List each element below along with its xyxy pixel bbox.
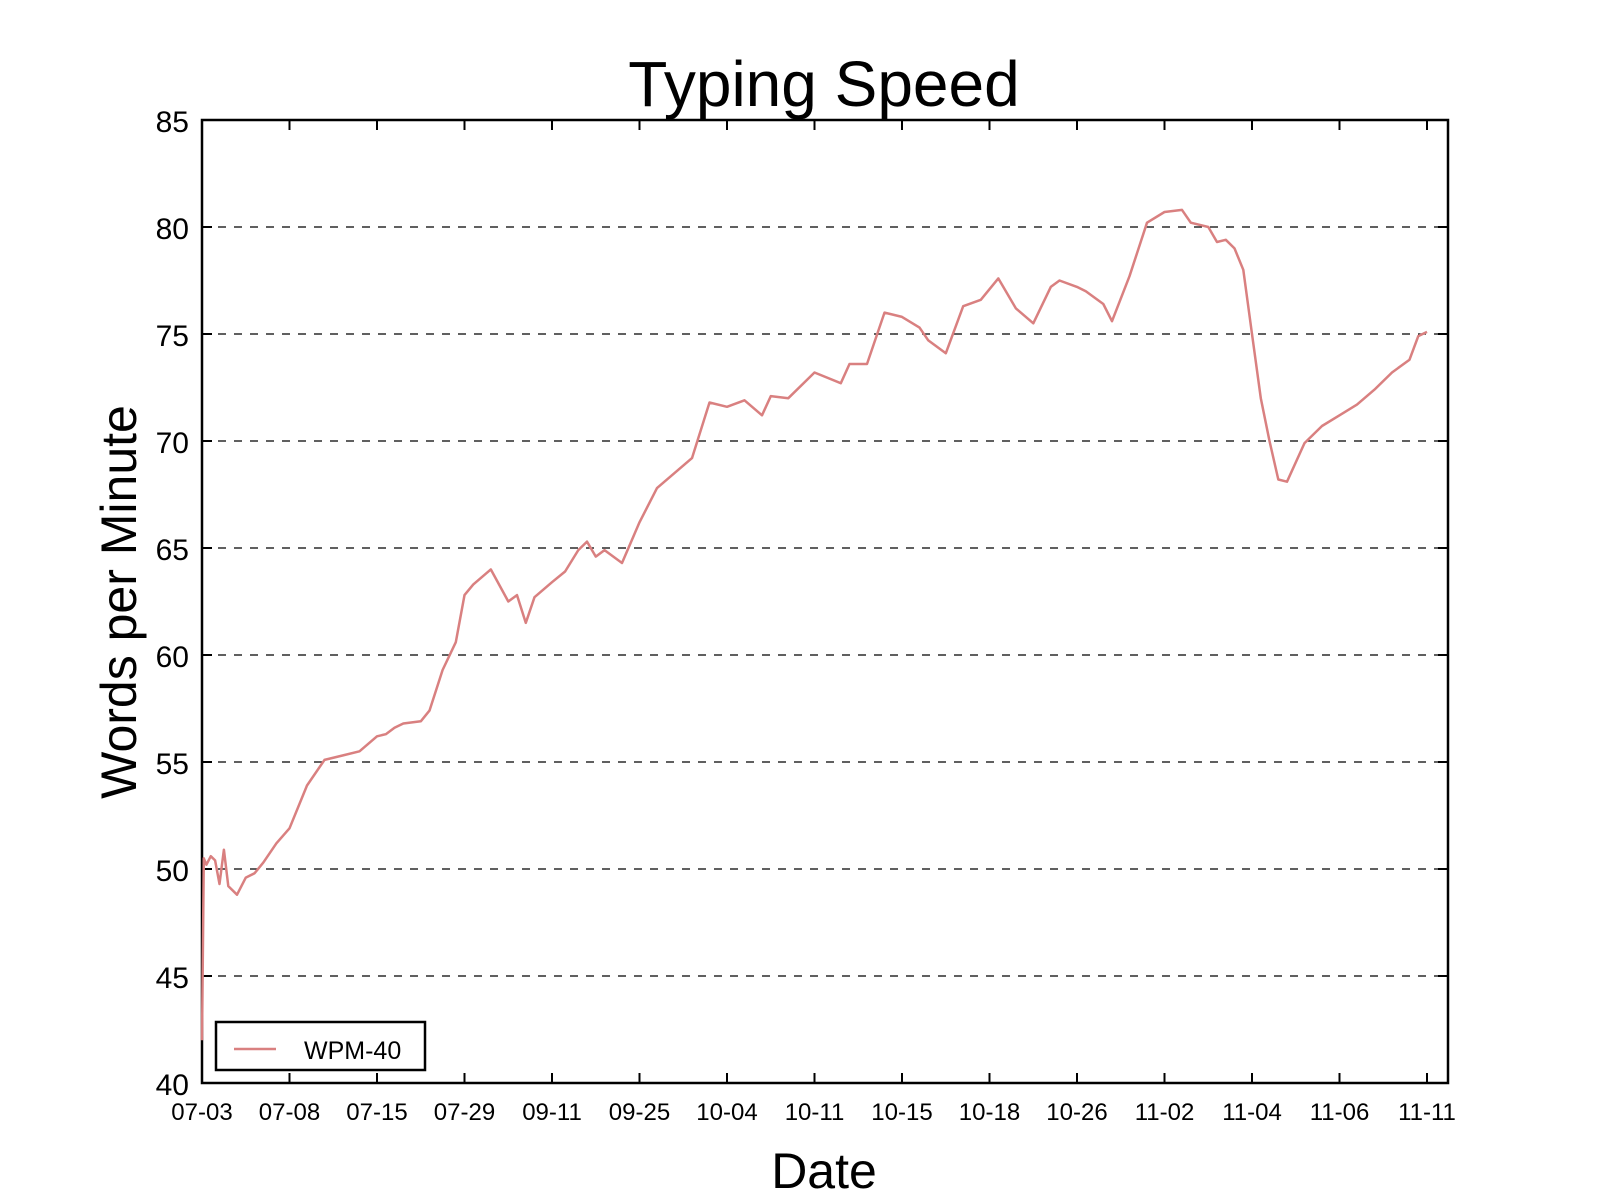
x-tick-label: 11-02 [1135, 1099, 1195, 1126]
y-tick-label: 60 [156, 641, 189, 674]
gridlines [202, 226, 1448, 977]
y-axis: 40 45 50 55 60 65 70 75 80 85 [156, 106, 1448, 1102]
x-tick-label: 09-11 [522, 1099, 582, 1126]
legend-box [214, 1020, 427, 1072]
x-tick-label: 10-11 [785, 1099, 845, 1126]
y-tick-label: 70 [156, 427, 189, 460]
x-tick-label: 10-04 [696, 1099, 757, 1126]
x-tick-label: 07-08 [259, 1099, 320, 1126]
y-axis-label: Words per Minute [91, 405, 147, 799]
y-tick-label: 75 [156, 320, 189, 353]
y-tick-label: 50 [156, 855, 189, 888]
y-tick-label: 40 [156, 1069, 189, 1102]
x-tick-label: 07-15 [346, 1099, 407, 1126]
y-tick-label: 80 [156, 213, 189, 246]
x-axis: 07-03 07-08 07-15 07-29 09-11 09-25 10-04 10-11… [171, 120, 1456, 1126]
x-tick-label: 10-26 [1046, 1099, 1107, 1126]
x-tick-label: 10-18 [959, 1099, 1020, 1126]
series-line-wpm-40 [200, 208, 1428, 1041]
y-tick-label: 85 [156, 106, 189, 139]
x-tick-label: 07-29 [434, 1099, 495, 1126]
x-tick-label: 11-04 [1222, 1099, 1282, 1126]
y-tick-label: 55 [156, 748, 189, 781]
x-tick-label: 07-03 [171, 1099, 232, 1126]
x-axis-label: Date [771, 1143, 877, 1199]
x-tick-label: 11-11 [1398, 1099, 1456, 1126]
y-tick-label: 45 [156, 962, 189, 995]
y-tick-label: 65 [156, 534, 189, 567]
x-tick-label: 09-25 [609, 1099, 670, 1126]
legend: WPM-40 [214, 1020, 427, 1072]
chart-title: Typing Speed [628, 48, 1019, 120]
plot-frame [200, 118, 1450, 1085]
series-layer [200, 208, 1428, 1041]
x-tick-label: 11-06 [1310, 1099, 1370, 1126]
x-tick-label: 10-15 [871, 1099, 932, 1126]
legend-entry-label: WPM-40 [304, 1037, 401, 1065]
